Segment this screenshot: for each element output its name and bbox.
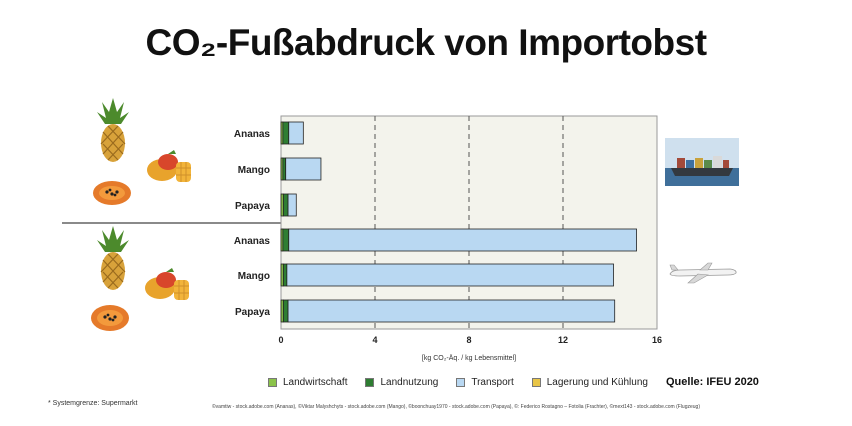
legend-label: Landwirtschaft	[283, 377, 348, 388]
bar-segment-transport	[285, 157, 322, 181]
airplane-icon	[669, 262, 737, 284]
bar-segment-transport	[286, 263, 614, 287]
plot-area	[280, 115, 658, 330]
category-label: Mango	[238, 165, 270, 176]
bar-segment-transport	[288, 121, 304, 145]
papaya-icon	[93, 181, 131, 205]
mango-icon	[147, 150, 191, 182]
pineapple-icon	[97, 98, 129, 162]
bar-segment-transport	[288, 228, 637, 252]
footnote: * Systemgrenze: Supermarkt	[48, 400, 138, 407]
bar-segment-landnutzung	[282, 228, 290, 252]
x-tick-label: 12	[558, 335, 568, 345]
legend-label: Landnutzung	[380, 377, 439, 388]
legend-item: Landnutzung	[365, 377, 438, 388]
x-tick-label: 8	[466, 335, 471, 345]
bar-segment-landnutzung	[282, 157, 287, 181]
x-tick-label: 16	[652, 335, 662, 345]
legend-item: Transport	[456, 377, 514, 388]
x-tick-label: 0	[278, 335, 283, 345]
x-tick-label: 4	[372, 335, 377, 345]
cargo-ship-icon	[665, 138, 739, 186]
legend-label: Transport	[471, 377, 514, 388]
bar-segment-landnutzung	[282, 263, 288, 287]
category-label: Ananas	[234, 236, 271, 247]
legend-item: Landwirtschaft	[268, 377, 347, 388]
legend-swatch	[456, 378, 466, 387]
bar-segment-transport	[287, 299, 616, 323]
mango-icon	[145, 268, 189, 300]
pineapple-icon	[97, 226, 129, 290]
bar-segment-transport	[287, 193, 297, 217]
page-title: CO₂-Fußabdruck von Importobst	[145, 22, 707, 63]
category-label: Ananas	[234, 129, 271, 140]
legend-label: Lagerung und Kühlung	[546, 377, 648, 388]
category-label: Papaya	[235, 201, 270, 212]
legend-swatch	[365, 378, 375, 387]
bar-segment-landnutzung	[282, 193, 289, 217]
category-label: Mango	[238, 271, 270, 282]
x-axis-label: [kg CO₂-Äq. / kg Lebensmittel]	[422, 354, 516, 362]
bar-segment-landnutzung	[282, 299, 289, 323]
image-credits: ©vamtiw - stock.adobe.com (Ananas), ©Vik…	[212, 404, 700, 410]
source-label: Quelle: IFEU 2020	[666, 376, 759, 388]
legend-item: Lagerung und Kühlung	[531, 377, 648, 388]
chart-legend: Landwirtschaft Landnutzung Transport Lageru…	[268, 377, 648, 388]
legend-swatch	[268, 378, 277, 387]
bar-segment-landnutzung	[282, 121, 290, 145]
legend-swatch	[531, 378, 541, 387]
papaya-icon	[91, 305, 129, 331]
category-label: Papaya	[235, 307, 270, 318]
